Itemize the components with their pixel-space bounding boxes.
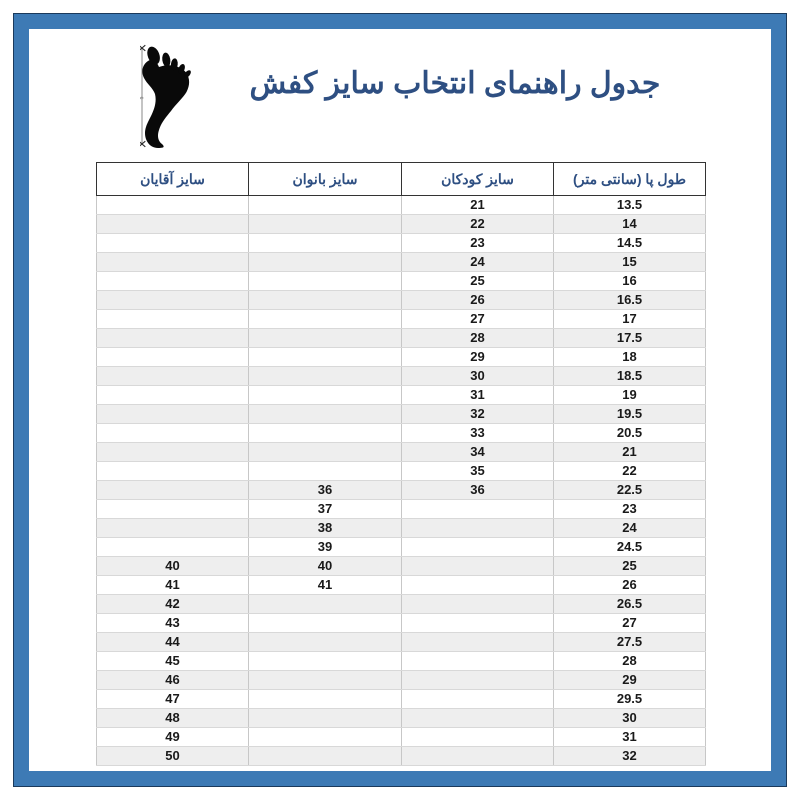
- svg-text:Length: Length: [140, 96, 144, 101]
